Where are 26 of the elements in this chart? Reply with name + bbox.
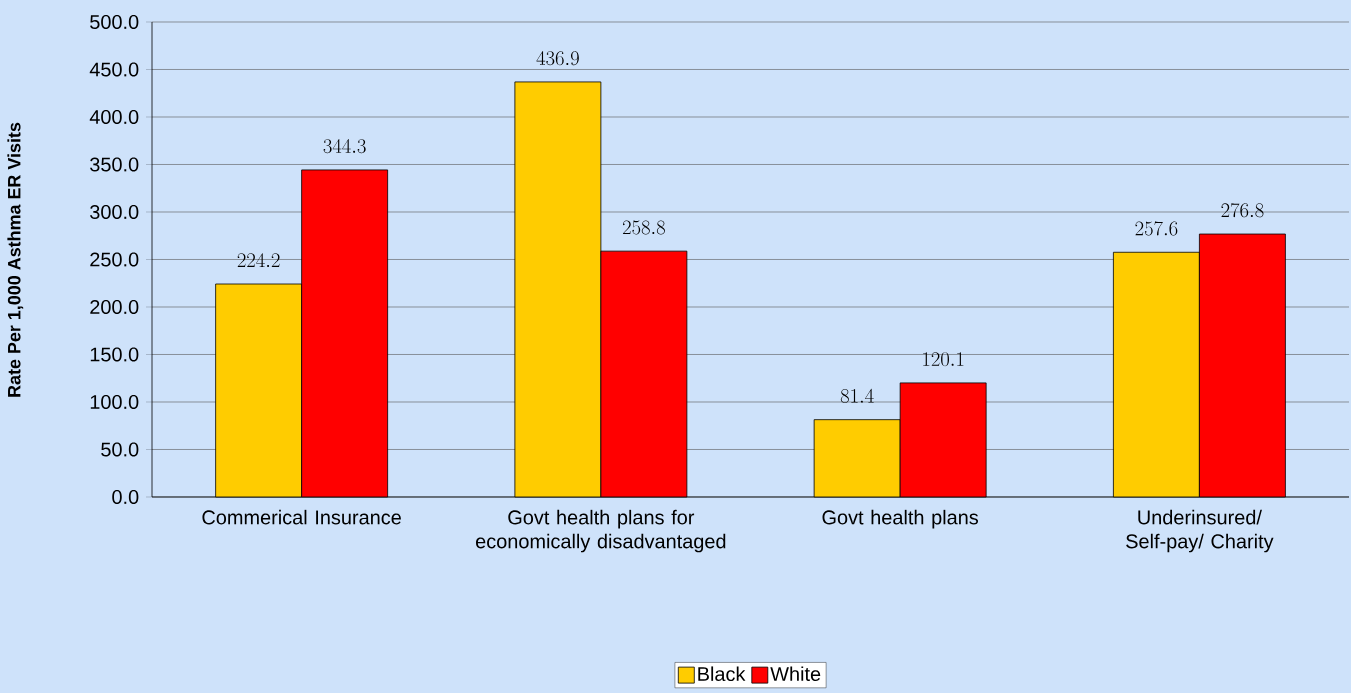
x-tick-label: Govt health plans for economically disadvantaged	[476, 509, 726, 553]
x-tick-label: Govt health plans	[822, 509, 979, 529]
data-label: 258.8	[622, 220, 665, 235]
data-label: 276.8	[1221, 203, 1264, 218]
y-tick-label: 300.0	[90, 204, 139, 220]
legend-label: Black	[698, 666, 746, 682]
y-axis-title: Rate Per 1,000 Asthma ER Visits	[7, 122, 24, 397]
y-tick-label: 500.0	[90, 14, 139, 30]
y-tick-label: 350.0	[90, 157, 139, 172]
x-tick-label: Commerical Insurance	[202, 509, 401, 525]
x-tick-label: Underinsured/ Self-pay/ Charity	[1126, 509, 1274, 553]
y-tick-label: 200.0	[90, 299, 139, 315]
data-label: 120. 1	[923, 352, 964, 367]
y-tick-label: 450.0	[89, 62, 139, 77]
data-label: 224.2	[237, 253, 280, 267]
y-tick-label: 0.0	[112, 489, 139, 505]
y-tick-label: 100.0	[90, 394, 139, 410]
data-label: 436.9	[536, 51, 579, 66]
data-label: 81 .4	[840, 388, 874, 403]
data-label: 257.6	[1135, 221, 1178, 236]
legend-label: White	[770, 666, 821, 682]
y-tick-label: 50.0	[101, 442, 139, 457]
y-tick-label: 400.0	[89, 109, 139, 125]
y-tick-label: 250.0	[90, 252, 139, 267]
y-tick-label: 150.0	[90, 347, 139, 362]
data-label: 344.3	[323, 139, 366, 154]
